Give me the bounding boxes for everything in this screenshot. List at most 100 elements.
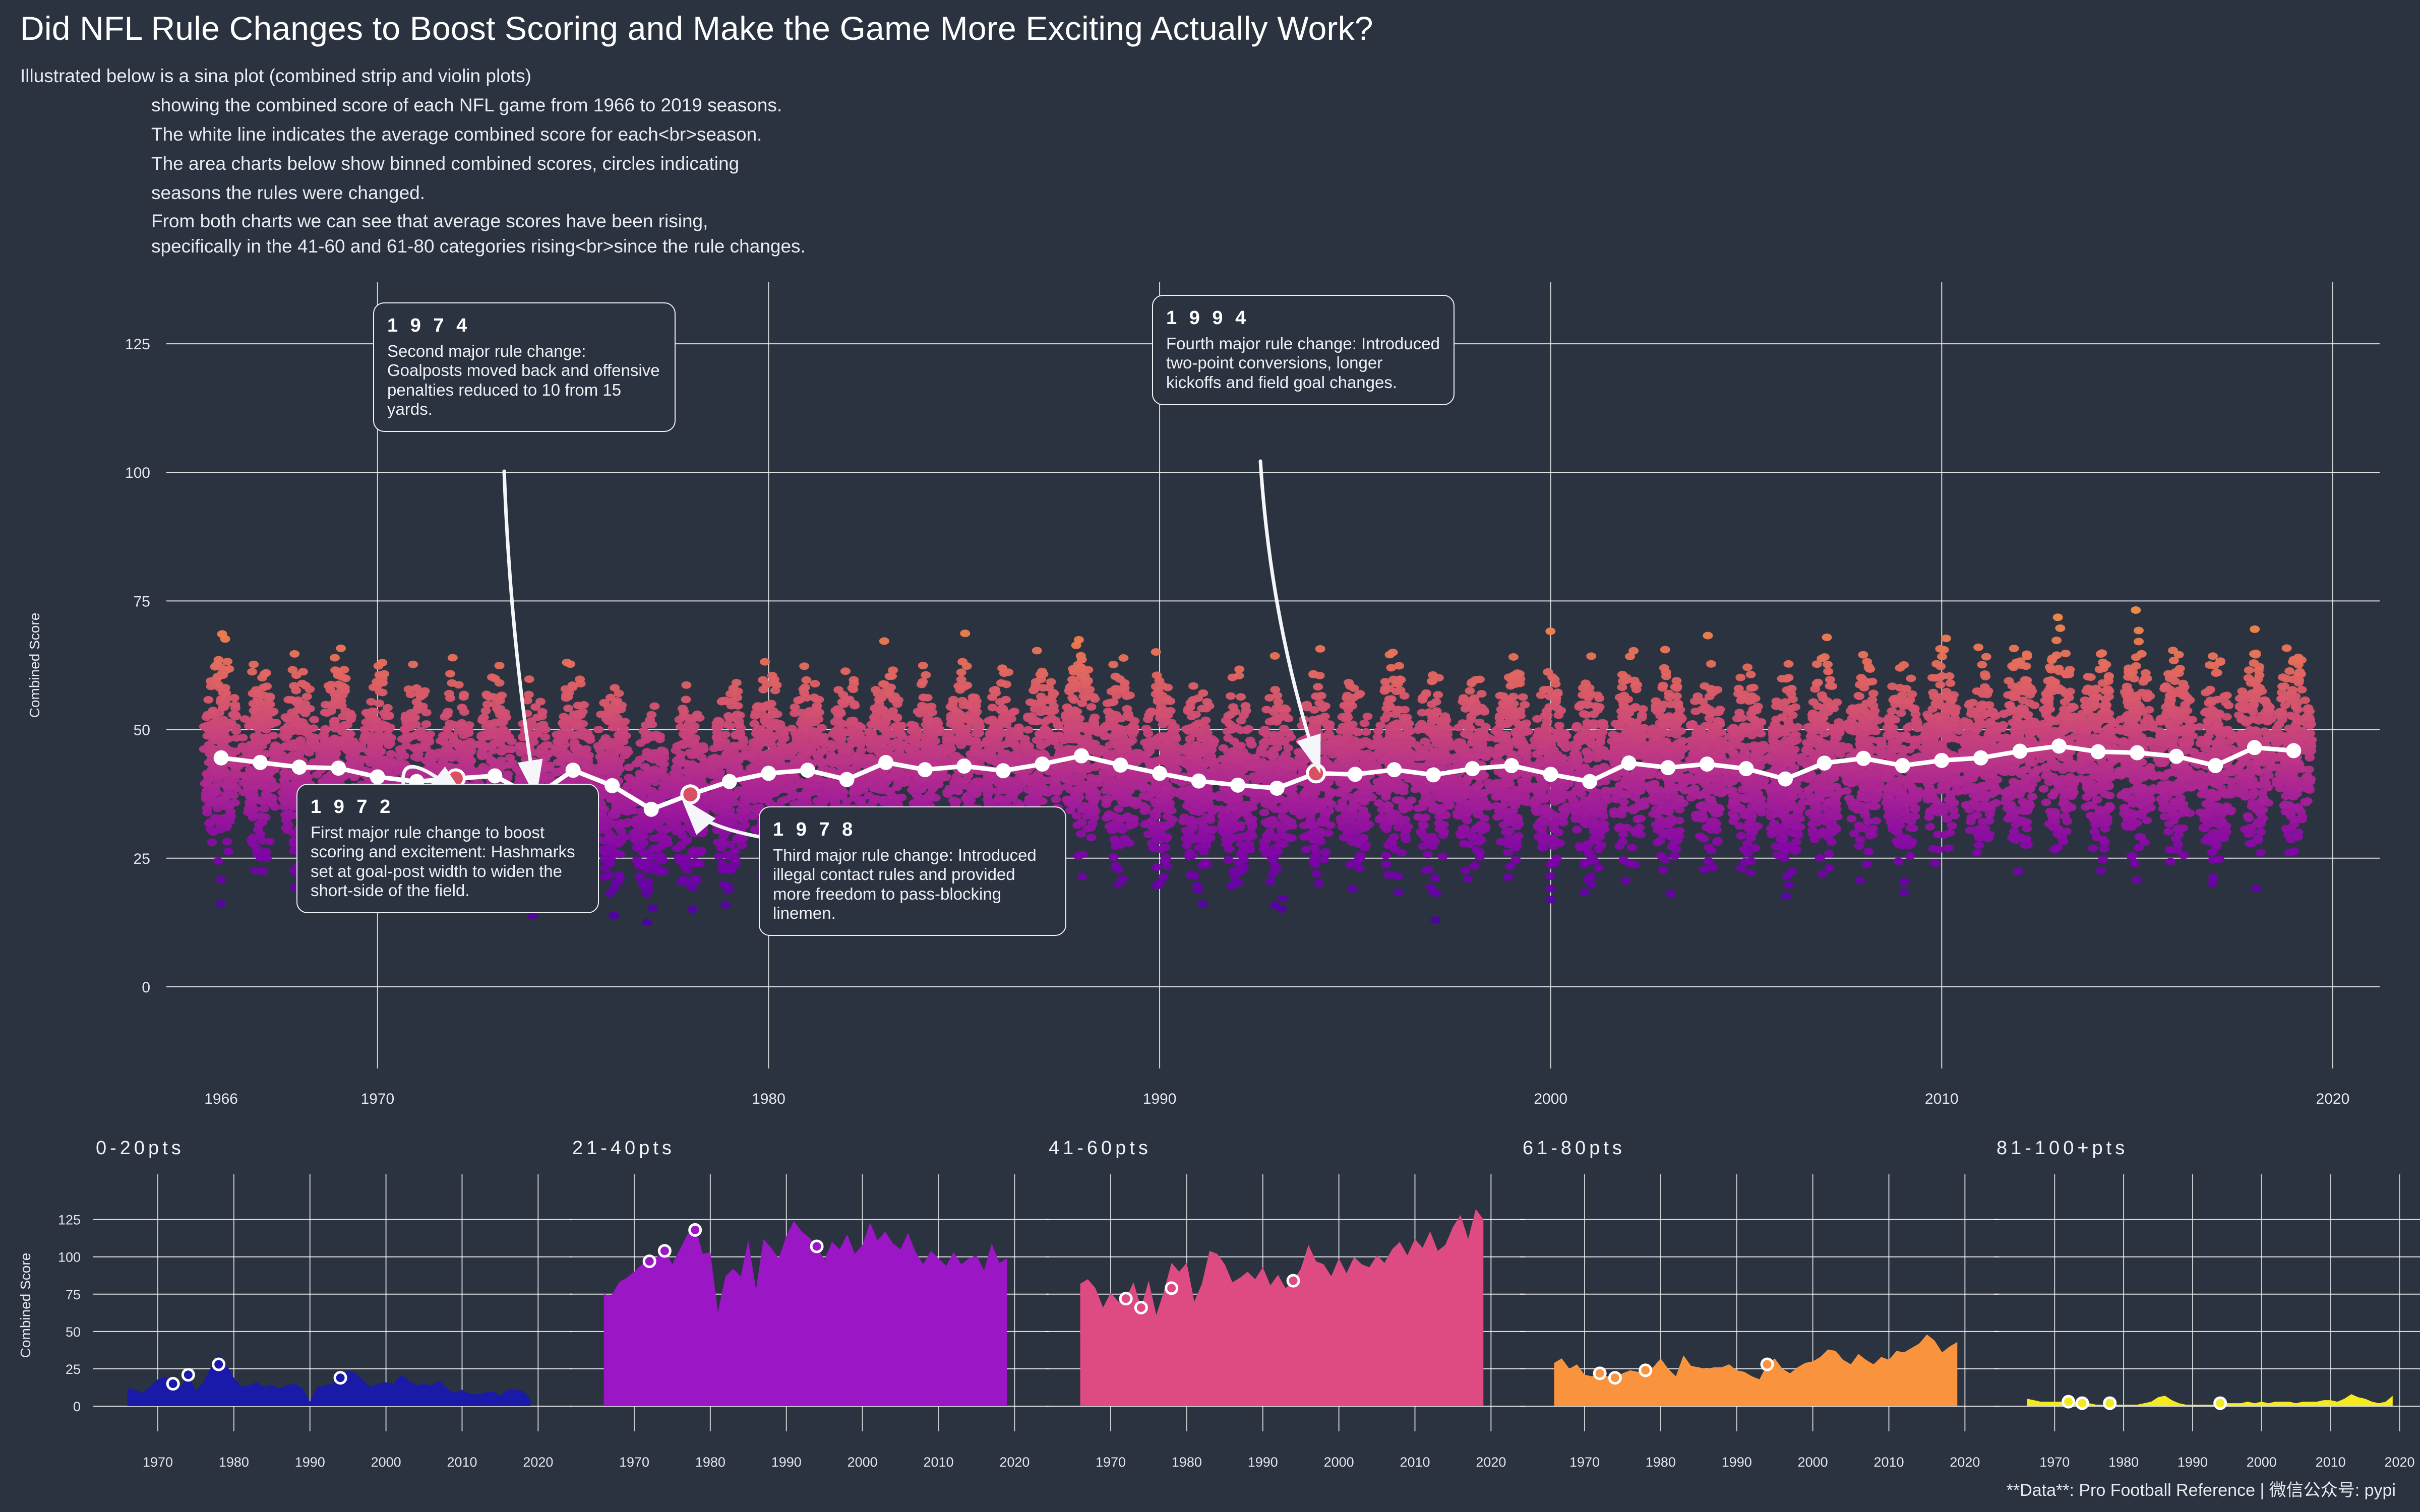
rule-change-marker	[1608, 1371, 1622, 1385]
mean-marker	[1386, 762, 1402, 778]
panel-x-tick: 1970	[2039, 1455, 2070, 1470]
mean-marker	[1347, 767, 1363, 782]
subtitle-line-4: The area charts below show binned combin…	[151, 153, 740, 174]
mean-marker	[1699, 756, 1715, 772]
panel-x-tick: 1980	[695, 1455, 725, 1470]
mean-marker	[917, 762, 933, 778]
subtitle-line-7: specifically in the 41-60 and 61-80 cate…	[151, 236, 806, 257]
main-y-tick: 0	[142, 979, 150, 996]
rule-change-marker	[1165, 1281, 1179, 1295]
panel-x-tick: 2000	[848, 1455, 878, 1470]
mean-marker	[1230, 777, 1246, 793]
panel-x-tick: 2000	[1798, 1455, 1828, 1470]
rule-change-marker	[1760, 1357, 1774, 1371]
mean-marker	[2012, 743, 2028, 759]
panel-title-0: 0-20pts	[96, 1138, 185, 1159]
annotation-1994: 1 9 9 4 Fourth major rule change: Introd…	[1152, 295, 1455, 405]
panel-x-tick: 2020	[1476, 1455, 1506, 1470]
page-title: Did NFL Rule Changes to Boost Scoring an…	[20, 10, 1373, 47]
mean-marker	[1973, 750, 1988, 766]
mean-marker	[956, 759, 972, 774]
panel-x-tick: 1990	[2177, 1455, 2208, 1470]
main-x-tick: 2000	[1534, 1091, 1567, 1107]
mean-marker	[1543, 767, 1558, 782]
mean-marker	[1856, 750, 1871, 766]
panel-x-tick: 2000	[2247, 1455, 2277, 1470]
rule-change-marker	[181, 1368, 195, 1382]
mean-marker	[1934, 752, 1950, 768]
annotation-1974-body: Second major rule change: Goalposts move…	[387, 342, 660, 418]
annotation-1972-year: 1 9 7 2	[311, 796, 394, 817]
mean-marker	[331, 761, 346, 776]
mean-marker	[995, 763, 1011, 779]
mean-marker	[1895, 758, 1910, 774]
rule-change-marker	[1119, 1292, 1133, 1306]
annotation-1978-body: Third major rule change: Introduced ille…	[773, 846, 1037, 922]
mean-marker	[1113, 758, 1128, 773]
rule-change-marker	[1639, 1363, 1653, 1377]
panel-title-2: 41-60pts	[1049, 1138, 1152, 1159]
annotation-1994-year: 1 9 9 4	[1166, 307, 1250, 329]
subtitle-line-1: Illustrated below is a sina plot (combin…	[20, 66, 531, 86]
rule-change-marker	[2075, 1396, 2089, 1410]
panel-area-0	[127, 1354, 531, 1406]
panel-x-tick: 1990	[1722, 1455, 1752, 1470]
mean-marker	[2208, 758, 2223, 774]
data-source-footer: **Data**: Pro Football Reference | 微信公众号…	[2006, 1481, 2396, 1500]
panel-x-tick: 2020	[2384, 1455, 2414, 1470]
main-x-tick: 1980	[752, 1091, 785, 1107]
main-y-axis-label: Combined Score	[27, 613, 42, 718]
annotation-1972: 1 9 7 2 First major rule change to boost…	[296, 784, 599, 914]
main-x-tick: 1970	[360, 1091, 394, 1107]
panel-area-3	[1554, 1334, 1958, 1406]
subtitle-line-2: showing the combined score of each NFL g…	[151, 95, 782, 115]
panel-area-2	[1080, 1209, 1484, 1406]
mean-marker	[1738, 761, 1754, 777]
subtitle-line-5: seasons the rules were changed.	[151, 182, 426, 203]
main-y-tick: 75	[134, 593, 150, 610]
panel-x-tick: 2010	[2316, 1455, 2346, 1470]
mean-marker	[800, 763, 816, 778]
mean-marker	[1582, 774, 1598, 789]
panel-y-tick: 50	[66, 1325, 81, 1340]
mean-marker	[291, 760, 307, 775]
mean-marker	[2168, 748, 2184, 764]
rule-change-marker	[2103, 1396, 2117, 1410]
subtitle-line-6: From both charts we can see that average…	[151, 211, 708, 231]
main-y-tick: 25	[134, 851, 150, 867]
panel-y-tick: 75	[66, 1287, 81, 1302]
annotation-1978-year: 1 9 7 8	[773, 819, 857, 840]
panel-x-tick: 1990	[1248, 1455, 1278, 1470]
mean-marker	[2286, 743, 2302, 759]
panel-x-tick: 2010	[1873, 1455, 1904, 1470]
main-x-tick: 1966	[204, 1091, 238, 1107]
mean-marker	[1621, 755, 1637, 771]
panel-x-tick: 1980	[2108, 1455, 2139, 1470]
panel-x-tick: 1980	[1172, 1455, 1202, 1470]
subtitle-line-3: The white line indicates the average com…	[151, 124, 762, 145]
mean-marker	[1465, 761, 1480, 777]
mean-marker	[1035, 756, 1050, 772]
panel-x-tick: 1970	[619, 1455, 649, 1470]
panel-x-tick: 1970	[1096, 1455, 1126, 1470]
panel-x-tick: 2010	[1400, 1455, 1430, 1470]
rule-change-marker	[2062, 1395, 2076, 1409]
mean-marker	[604, 778, 620, 793]
panel-x-tick: 2010	[923, 1455, 953, 1470]
panel-y-tick: 100	[58, 1250, 81, 1265]
panel-y-tick: 0	[73, 1399, 81, 1414]
mean-marker	[1152, 766, 1168, 781]
mean-marker	[1660, 760, 1676, 776]
main-y-tick: 50	[134, 722, 150, 739]
main-x-tick: 2020	[2316, 1091, 2350, 1107]
panel-x-tick: 1980	[1646, 1455, 1676, 1470]
panel-title-4: 81-100+pts	[1996, 1138, 2128, 1159]
rule-change-marker	[1286, 1274, 1300, 1288]
mean-marker	[1191, 773, 1206, 789]
mean-marker	[761, 766, 776, 781]
rule-change-marker	[810, 1239, 824, 1253]
rule-change-marker	[657, 1244, 672, 1258]
panel-area-1	[603, 1221, 1007, 1406]
mean-marker-rule-change	[680, 784, 701, 805]
mean-marker	[1269, 780, 1285, 796]
